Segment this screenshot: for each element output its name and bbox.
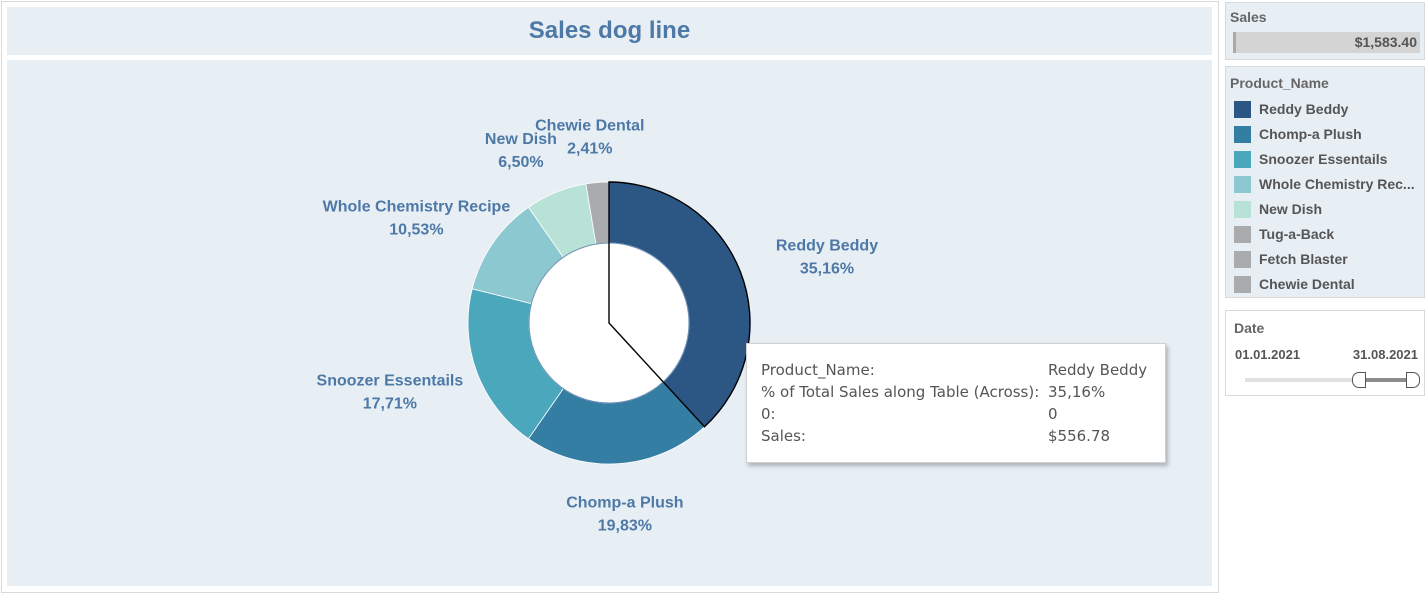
chart-area: Reddy Beddy 35,16% Chomp-a Plush 19,83% Snoo… — [7, 60, 1212, 586]
slice-percent-label: 2,41% — [567, 141, 612, 158]
tooltip-value: Reddy Beddy — [1048, 361, 1148, 379]
legend-swatch — [1234, 250, 1251, 268]
slice-label: Chomp-a Plush 19,83% — [566, 495, 683, 535]
legend-swatch — [1234, 275, 1251, 293]
legend-label: Tug-a-Back — [1259, 226, 1335, 242]
tooltip-key: 0: — [761, 405, 776, 423]
legend-swatch — [1234, 200, 1251, 218]
date-filter-label: Date — [1234, 320, 1265, 336]
slice-percent-label: 6,50% — [498, 154, 543, 171]
tooltip-value: 0 — [1048, 405, 1058, 423]
legend-swatch — [1234, 225, 1251, 243]
tooltip-key: Product_Name: — [761, 361, 875, 379]
legend-label: Whole Chemistry Rec... — [1259, 176, 1415, 192]
slice-percent-label: 19,83% — [598, 518, 652, 535]
slice-percent-label: 10,53% — [389, 222, 443, 239]
slice-label: Snoozer Essentails 17,71% — [317, 372, 464, 412]
legend-swatch — [1234, 125, 1251, 143]
sales-range-slider[interactable]: $1,583.40 — [1233, 32, 1420, 53]
legend-item[interactable]: Snoozer Essentails — [1234, 150, 1387, 168]
legend-item[interactable]: New Dish — [1234, 200, 1322, 218]
tooltip-key: % of Total Sales along Table (Across): — [761, 383, 1040, 401]
slice-label: Reddy Beddy 35,16% — [776, 237, 878, 277]
slice-percent-label: 35,16% — [800, 260, 854, 277]
slice-category-label: Chewie Dental — [535, 118, 644, 135]
legend-item[interactable]: Tug-a-Back — [1234, 225, 1334, 243]
date-filter-card: Date 01.01.2021 31.08.2021 — [1225, 310, 1425, 396]
slice-category-label: Whole Chemistry Recipe — [323, 199, 511, 216]
date-slider-track[interactable] — [1245, 378, 1409, 382]
dashboard-title: Sales dog line — [528, 17, 691, 44]
sales-filter-card: Sales $1,583.40 — [1225, 2, 1425, 60]
legend-swatch — [1234, 150, 1251, 168]
date-end: 31.08.2021 — [1352, 347, 1418, 362]
legend-card: Product_Name Reddy Beddy Chomp-a Plush Sno… — [1225, 66, 1425, 298]
tooltip-value: 35,16% — [1048, 383, 1106, 401]
legend-swatch — [1234, 100, 1251, 118]
legend-label: New Dish — [1259, 201, 1323, 217]
legend-title: Product_Name — [1230, 75, 1329, 91]
selected-slice-outline — [608, 181, 751, 428]
sales-filter-value: $1,583.40 — [1354, 34, 1417, 50]
legend-item[interactable]: Reddy Beddy — [1234, 100, 1348, 118]
slice-category-label: Chomp-a Plush — [566, 495, 683, 512]
sales-filter-label: Sales — [1230, 9, 1267, 25]
slice-label: Whole Chemistry Recipe 10,53% — [323, 199, 511, 239]
tooltip-value: $556.78 — [1048, 427, 1111, 445]
date-slider-fill — [1359, 378, 1411, 382]
slice-label: New Dish 6,50% — [485, 131, 557, 171]
legend-item[interactable]: Fetch Blaster — [1234, 250, 1348, 268]
slice-percent-label: 17,71% — [363, 395, 417, 412]
legend-label: Fetch Blaster — [1259, 251, 1348, 267]
legend-label: Chewie Dental — [1259, 276, 1355, 292]
legend-item[interactable]: Chewie Dental — [1234, 275, 1355, 293]
tooltip-key: Sales: — [761, 427, 806, 445]
tooltip: Product_Name: Reddy Beddy % of Total Sal… — [746, 343, 1166, 463]
slice-category-label: Snoozer Essentails — [317, 372, 464, 389]
slice-category-label: Reddy Beddy — [776, 237, 878, 254]
slice-category-label: New Dish — [485, 131, 557, 148]
legend-swatch — [1234, 175, 1251, 193]
title-band: Sales dog line — [7, 7, 1212, 55]
date-start: 01.01.2021 — [1235, 347, 1301, 362]
date-slider-handle-start[interactable] — [1352, 372, 1366, 388]
slice-label: Chewie Dental 2,41% — [535, 118, 644, 158]
donut-chart[interactable]: Reddy Beddy 35,16% Chomp-a Plush 19,83% Snoo… — [7, 60, 1212, 586]
legend-label: Reddy Beddy — [1259, 101, 1349, 117]
legend-item[interactable]: Chomp-a Plush — [1234, 125, 1362, 143]
legend-item[interactable]: Whole Chemistry Rec... — [1234, 175, 1415, 193]
date-slider-handle-end[interactable] — [1406, 372, 1420, 388]
legend-label: Chomp-a Plush — [1259, 126, 1362, 142]
legend-label: Snoozer Essentails — [1259, 151, 1388, 167]
